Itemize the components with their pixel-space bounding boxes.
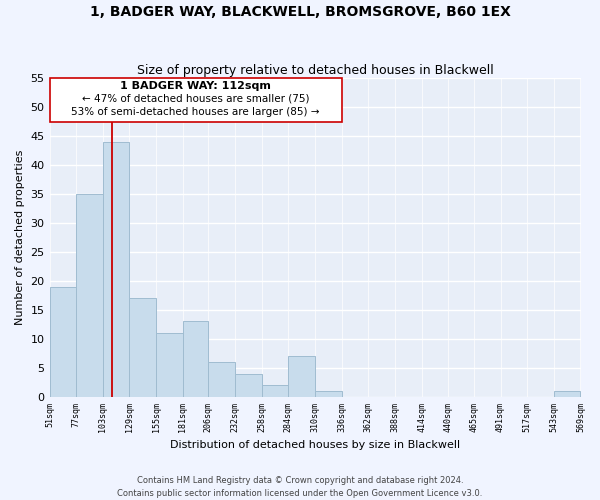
Y-axis label: Number of detached properties: Number of detached properties bbox=[15, 150, 25, 325]
Bar bbox=[156, 333, 183, 397]
Bar bbox=[183, 322, 208, 397]
Bar bbox=[50, 78, 341, 122]
Bar bbox=[76, 194, 103, 397]
Bar bbox=[289, 356, 315, 397]
Bar bbox=[50, 286, 76, 397]
Bar bbox=[262, 385, 289, 397]
Text: 1 BADGER WAY: 112sqm: 1 BADGER WAY: 112sqm bbox=[120, 80, 271, 90]
X-axis label: Distribution of detached houses by size in Blackwell: Distribution of detached houses by size … bbox=[170, 440, 460, 450]
Bar bbox=[208, 362, 235, 397]
Text: ← 47% of detached houses are smaller (75): ← 47% of detached houses are smaller (75… bbox=[82, 94, 310, 104]
Text: 53% of semi-detached houses are larger (85) →: 53% of semi-detached houses are larger (… bbox=[71, 107, 320, 117]
Title: Size of property relative to detached houses in Blackwell: Size of property relative to detached ho… bbox=[137, 64, 493, 77]
Bar bbox=[103, 142, 130, 397]
Bar bbox=[315, 391, 341, 397]
Bar bbox=[235, 374, 262, 397]
Bar bbox=[130, 298, 156, 397]
Text: 1, BADGER WAY, BLACKWELL, BROMSGROVE, B60 1EX: 1, BADGER WAY, BLACKWELL, BROMSGROVE, B6… bbox=[89, 5, 511, 19]
Text: Contains HM Land Registry data © Crown copyright and database right 2024.
Contai: Contains HM Land Registry data © Crown c… bbox=[118, 476, 482, 498]
Bar bbox=[554, 391, 580, 397]
